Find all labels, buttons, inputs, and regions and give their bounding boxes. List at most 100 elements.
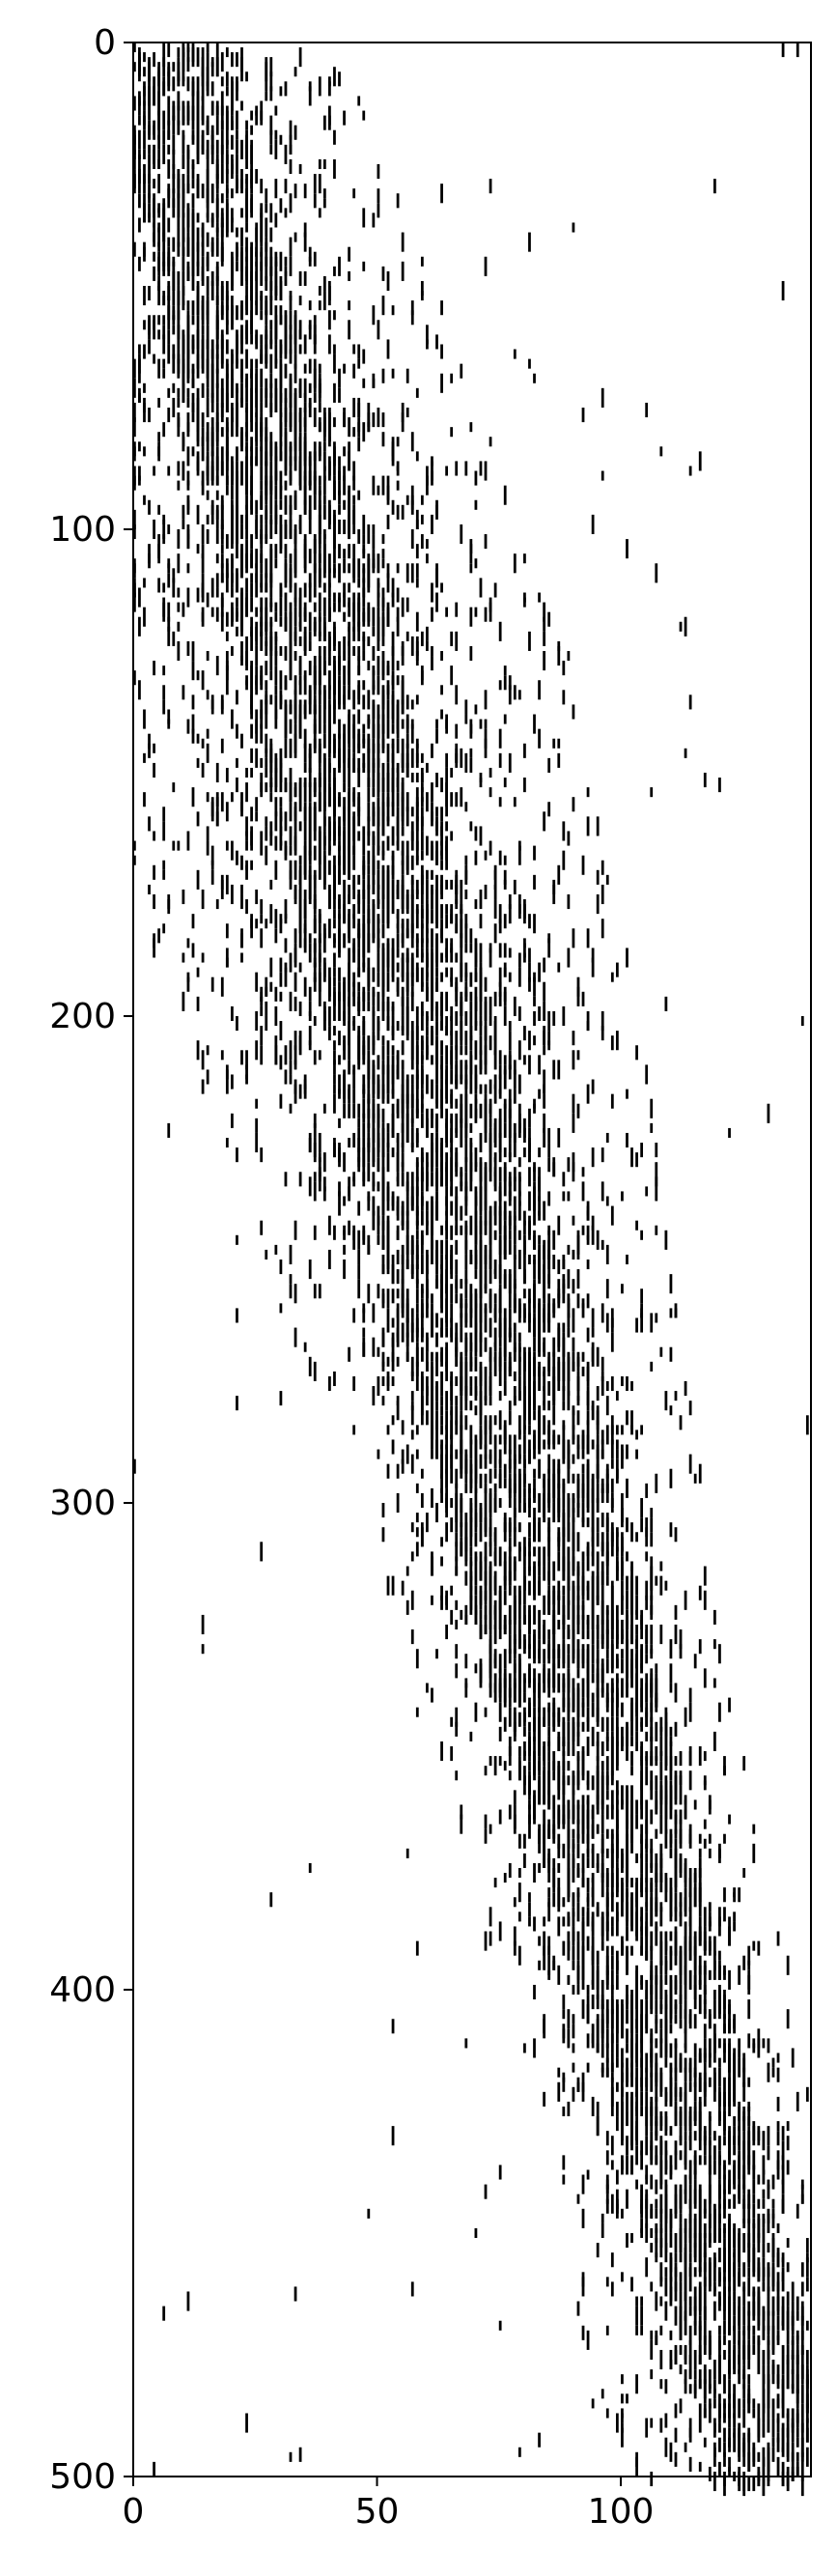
heatmap-cell <box>328 1026 331 1041</box>
heatmap-cell <box>367 778 371 788</box>
heatmap-cell <box>328 831 331 851</box>
heatmap-cell <box>177 76 181 87</box>
heatmap-cell <box>298 665 302 676</box>
heatmap-cell <box>386 514 390 529</box>
heatmap-cell <box>191 914 195 929</box>
heatmap-cell <box>177 57 181 68</box>
heatmap-cell <box>318 158 321 170</box>
heatmap-cell <box>401 719 405 729</box>
heatmap-cell <box>479 1308 483 1318</box>
heatmap-cell <box>386 802 390 822</box>
heatmap-cell <box>401 1016 405 1032</box>
heatmap-cell <box>455 752 459 763</box>
heatmap-cell <box>508 1366 512 1376</box>
heatmap-cell <box>308 81 312 92</box>
heatmap-cell <box>489 1317 492 1338</box>
heatmap-cell <box>435 1021 438 1036</box>
heatmap-cell <box>148 193 151 204</box>
heatmap-cell <box>133 524 136 540</box>
heatmap-cell <box>138 616 141 637</box>
heatmap-cell <box>225 125 229 145</box>
heatmap-cell <box>464 1317 468 1328</box>
heatmap-cell <box>426 1210 429 1226</box>
heatmap-cell <box>177 208 181 218</box>
heatmap-cell <box>289 495 293 515</box>
heatmap-cell <box>460 967 463 977</box>
heatmap-cell <box>279 767 283 783</box>
heatmap-cell <box>586 1205 590 1216</box>
heatmap-cell <box>265 261 268 281</box>
heatmap-cell <box>191 300 195 316</box>
heatmap-cell <box>464 1186 468 1206</box>
heatmap-cell <box>435 1210 438 1221</box>
heatmap-cell <box>479 1371 483 1381</box>
heatmap-cell <box>469 723 473 739</box>
heatmap-cell <box>455 685 459 705</box>
heatmap-cell <box>440 831 443 846</box>
heatmap-cell <box>362 1230 366 1245</box>
heatmap-cell <box>386 1001 390 1011</box>
heatmap-cell <box>517 1040 521 1061</box>
heatmap-cell <box>313 441 317 462</box>
heatmap-cell <box>410 1322 414 1333</box>
heatmap-cell <box>328 334 331 354</box>
heatmap-cell <box>396 193 400 209</box>
heatmap-cell <box>445 1118 449 1128</box>
heatmap-cell <box>426 938 429 948</box>
heatmap-cell <box>143 495 146 505</box>
heatmap-cell <box>479 1191 483 1206</box>
heatmap-cell <box>610 1317 614 1333</box>
heatmap-cell <box>318 490 321 510</box>
heatmap-cell <box>357 1103 361 1118</box>
heatmap-cell <box>293 125 297 140</box>
heatmap-cell <box>508 1031 512 1051</box>
heatmap-cell <box>405 719 409 729</box>
heatmap-cell <box>455 1225 459 1235</box>
heatmap-cell <box>391 1332 395 1343</box>
heatmap-cell <box>343 1010 346 1027</box>
heatmap-cell <box>313 1016 317 1027</box>
heatmap-cell <box>420 1010 424 1032</box>
heatmap-cell <box>557 738 561 749</box>
heatmap-cell <box>182 461 185 481</box>
heatmap-cell <box>396 1317 400 1338</box>
heatmap-cell <box>269 354 273 374</box>
heatmap-cell <box>464 752 468 773</box>
heatmap-cell <box>157 227 161 247</box>
heatmap-cell <box>289 1244 293 1264</box>
heatmap-cell <box>167 105 171 126</box>
heatmap-cell <box>386 1152 390 1173</box>
heatmap-cell <box>167 709 171 724</box>
heatmap-cell <box>318 714 321 734</box>
heatmap-cell <box>367 802 371 822</box>
heatmap-cell <box>352 1172 356 1182</box>
heatmap-cell <box>362 899 366 915</box>
heatmap-cell <box>343 816 346 827</box>
heatmap-cell <box>322 495 326 505</box>
heatmap-cell <box>362 826 366 836</box>
heatmap-cell <box>255 499 259 515</box>
heatmap-cell <box>269 514 273 524</box>
heatmap-cell <box>148 144 151 155</box>
heatmap-cell <box>245 325 248 335</box>
heatmap-cell <box>236 850 238 865</box>
heatmap-cell <box>240 514 243 524</box>
heatmap-cell <box>177 291 181 306</box>
heatmap-cell <box>220 144 224 155</box>
heatmap-cell <box>357 957 361 977</box>
heatmap-cell <box>377 1138 380 1148</box>
heatmap-cell <box>426 1050 429 1061</box>
heatmap-cell <box>322 874 326 890</box>
heatmap-cell <box>800 1016 804 1027</box>
heatmap-cell <box>474 1210 478 1231</box>
heatmap-cell <box>479 1157 483 1168</box>
heatmap-cell <box>255 972 259 992</box>
heatmap-cell <box>206 651 210 662</box>
heatmap-cell <box>352 835 356 856</box>
heatmap-cell <box>426 1122 429 1138</box>
heatmap-cell <box>265 699 268 710</box>
heatmap-cell <box>396 587 400 603</box>
heatmap-cell <box>450 1260 454 1280</box>
heatmap-cell <box>313 962 317 982</box>
heatmap-cell <box>298 855 302 865</box>
